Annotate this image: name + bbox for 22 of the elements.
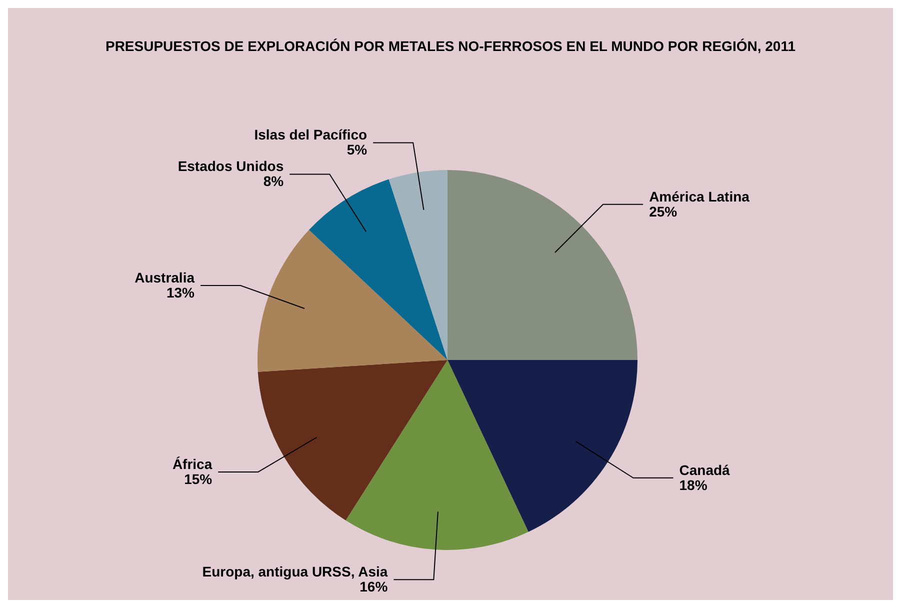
pie-slice <box>346 360 528 550</box>
pie-slice <box>258 360 448 520</box>
chart-title: PRESUPUESTOS DE EXPLORACIÓN POR METALES NO-FERROSOS EN EL MUNDO POR REGIÓN, 2011 <box>104 38 796 54</box>
data-label: 25% <box>649 203 678 220</box>
data-label: 18% <box>679 476 708 493</box>
slice-label: Canadá <box>679 462 730 478</box>
pie-slice <box>308 179 448 360</box>
slice-label: Australia <box>134 269 195 286</box>
data-label: 15% <box>184 470 213 487</box>
data-label: 5% <box>346 142 368 158</box>
slice-label: Estados Unidos <box>178 158 284 174</box>
data-label: 16% <box>360 578 388 595</box>
slice-label: América Latina <box>649 188 750 204</box>
slice-label: Islas del Pacífico <box>254 126 368 143</box>
data-label: 13% <box>166 284 196 300</box>
pie-slice <box>258 230 448 372</box>
pie-slice <box>448 360 638 532</box>
data-label: 8% <box>263 173 284 190</box>
slice-label: África <box>172 456 212 472</box>
pie-slice <box>388 170 448 360</box>
slice-label: Europa, antigua URSS, Asia <box>202 564 388 580</box>
pie-slice <box>448 170 638 360</box>
